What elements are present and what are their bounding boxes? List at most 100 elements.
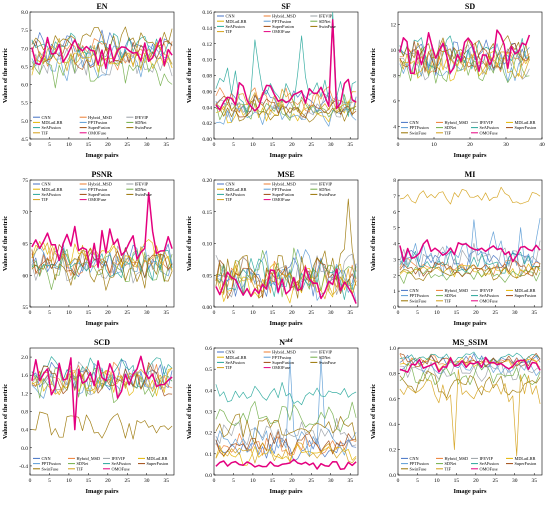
x-axis-label: Image pairs xyxy=(453,152,487,159)
x-tick-label: 35 xyxy=(347,142,353,148)
series-line-swinfuse xyxy=(215,198,357,299)
series-group xyxy=(399,29,531,84)
chart-svg-mse: MSE 0.00 0.05 0.10 0.15 0.20 0 5 10 15 20 25 30 35 Ima… xyxy=(186,170,359,327)
legend-label: OMOFuse xyxy=(88,197,106,202)
legend-label: SeAFusion xyxy=(112,461,132,466)
legend-label: TIF xyxy=(77,466,84,471)
series-group xyxy=(215,198,357,304)
y-tick-label: 75 xyxy=(23,178,29,184)
chart-panel-en: EN 4.5 5.0 5.5 6.0 6.5 7.0 7.5 8.0 0 5 10 15 20 25 30 35… xyxy=(0,0,180,165)
legend-label: SuperFusion xyxy=(272,360,295,365)
chart-title-superscript: abf xyxy=(285,338,293,344)
x-tick-label: 15 xyxy=(86,478,92,484)
x-tick-label: 35 xyxy=(347,478,353,484)
x-tick-label: 5 xyxy=(232,142,235,148)
legend-label: Hybrid_MSD xyxy=(272,182,296,187)
x-tick-label: 5 xyxy=(48,142,51,148)
legend-label: SuperFusion xyxy=(88,192,111,197)
legend-label: Hybrid_MSD xyxy=(88,182,112,187)
series-line-omofuse xyxy=(31,191,173,269)
y-tick-label: 0.15 xyxy=(202,210,212,216)
x-tick-label: 15 xyxy=(454,478,460,484)
x-tick-label: 5 xyxy=(48,310,51,316)
chart-title: MI xyxy=(465,170,476,179)
legend-label: IFEVIP xyxy=(135,115,149,120)
legend-label: Hybrid_MSD xyxy=(445,120,469,125)
legend-label: TIF xyxy=(445,466,452,471)
x-tick-label: 10 xyxy=(431,142,437,148)
series-line-superfusion xyxy=(215,431,357,457)
legend-label: PPTFusion xyxy=(410,293,430,298)
legend: CNN Hybrid_MSD IFEVIP MDLatLRR PPTFusion SDNe… xyxy=(401,456,537,471)
series-line-hybrid_msd xyxy=(215,86,357,113)
legend-label: SwinFuse xyxy=(410,298,427,303)
legend: CNN Hybrid_MSD IFEVIP MDLatLRR PPTFusion SDNe… xyxy=(33,456,169,471)
legend-label: OMOFuse xyxy=(272,365,290,370)
legend: CNN Hybrid_MSD IFEVIP MDLatLRR PPTFusion SDNe… xyxy=(33,115,152,135)
legend-label: MDLatLRR xyxy=(226,187,247,192)
y-axis-label: Values of the metric xyxy=(2,216,9,271)
series-group xyxy=(215,12,357,127)
legend-label: IFEVIP xyxy=(319,14,333,19)
legend-label: IFEVIP xyxy=(319,182,333,187)
series-line-omofuse xyxy=(215,19,357,112)
series-line-tif xyxy=(399,369,541,457)
x-tick-label: 0 xyxy=(397,478,400,484)
y-axis-label: Values of the metric xyxy=(186,384,193,439)
y-axis-label: Values of the metric xyxy=(186,216,193,271)
series-group xyxy=(215,358,357,471)
y-axis-label: Values of the metric xyxy=(370,384,377,439)
series-group xyxy=(399,186,541,284)
y-tick-label: 8 xyxy=(393,178,396,184)
y-axis-label: Values of the metric xyxy=(186,48,193,103)
legend-label: OMOFuse xyxy=(480,298,498,303)
x-tick-label: 0 xyxy=(213,142,216,148)
legend-label: OMOFuse xyxy=(88,130,106,135)
series-line-mdlatlrr xyxy=(31,239,173,271)
x-axis-label: Image pairs xyxy=(269,320,303,327)
legend-label: Hybrid_MSD xyxy=(88,115,112,120)
y-tick-label: 0.10 xyxy=(202,58,212,64)
series-line-superfusion xyxy=(399,259,541,278)
y-tick-label: 0.06 xyxy=(202,89,212,95)
x-tick-label: 35 xyxy=(347,310,353,316)
x-tick-label: 30 xyxy=(503,142,509,148)
y-tick-label: 0.4 xyxy=(205,388,212,394)
series-line-sdnet xyxy=(399,47,530,84)
legend-label: IFEVIP xyxy=(480,288,494,293)
y-tick-label: 70 xyxy=(23,210,29,216)
legend: CNN Hybrid_MSD IFEVIP MDLatLRR PPTFusion SDNe… xyxy=(217,350,336,370)
legend-label: OMOFuse xyxy=(272,29,290,34)
x-tick-label: 0 xyxy=(397,310,400,316)
legend-label: SDNet xyxy=(135,187,148,192)
legend-label: SeAFusion xyxy=(42,125,62,130)
series-line-sdnet xyxy=(399,363,541,386)
x-tick-label: 10 xyxy=(250,478,256,484)
x-tick-label: 15 xyxy=(270,478,276,484)
chart-panel-mse: MSE 0.00 0.05 0.10 0.15 0.20 0 5 10 15 20 25 30 35 Ima… xyxy=(184,168,364,333)
x-tick-label: 10 xyxy=(66,478,72,484)
series-line-swinfuse xyxy=(215,413,357,445)
y-tick-label: 6.0 xyxy=(21,83,28,89)
series-line-swinfuse xyxy=(215,99,357,123)
x-tick-label: 20 xyxy=(289,310,295,316)
x-tick-label: 0 xyxy=(213,310,216,316)
series-line-seafusion xyxy=(215,382,357,406)
y-tick-label: 0.8 xyxy=(389,371,396,377)
series-line-omofuse xyxy=(215,458,357,471)
series-line-tif xyxy=(31,37,173,72)
x-tick-label: 20 xyxy=(473,310,479,316)
y-tick-label: 5.5 xyxy=(21,101,28,107)
chart-svg-scd: SCD -0.4 0.0 0.4 0.8 1.2 1.6 2.0 0 5 10 15 20 25 30 35 I… xyxy=(2,338,175,495)
y-tick-label: 1.2 xyxy=(21,391,28,397)
y-tick-label: 1 xyxy=(393,289,396,295)
x-tick-label: 25 xyxy=(125,310,131,316)
y-tick-label: 0.4 xyxy=(21,428,28,434)
legend-label: CNN xyxy=(226,182,235,187)
legend-label: SeAFusion xyxy=(42,192,62,197)
y-tick-label: 0.6 xyxy=(389,397,396,403)
series-line-swinfuse xyxy=(31,26,173,53)
x-tick-label: 10 xyxy=(434,478,440,484)
y-axis-label: Values of the metric xyxy=(370,48,377,103)
y-tick-label: 8.0 xyxy=(21,10,28,16)
